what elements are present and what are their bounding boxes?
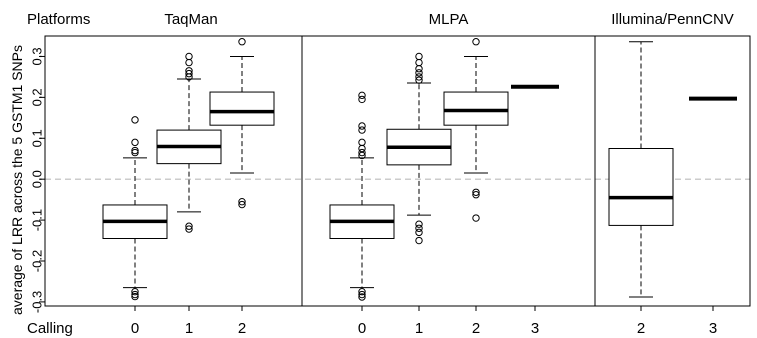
outlier-point — [185, 52, 193, 61]
outlier-point — [415, 58, 423, 67]
outlier-point — [358, 91, 366, 100]
outlier-point — [131, 292, 139, 301]
calling-tick-label: 1 — [185, 320, 193, 337]
outlier-point — [358, 151, 366, 160]
panel-title: MLPA — [429, 11, 469, 28]
outlier-point — [415, 73, 423, 81]
y-tick-label: -0.3 — [29, 291, 44, 313]
y-tick-label: -0.2 — [29, 250, 44, 272]
outlier-point — [415, 220, 423, 228]
y-tick-label: 0.2 — [29, 88, 44, 106]
iqr-box — [608, 148, 674, 226]
outlier-point — [472, 214, 480, 222]
outlier-point — [185, 69, 193, 78]
outlier-point — [238, 197, 246, 206]
y-tick-label: -0.1 — [29, 209, 44, 231]
outlier-point — [185, 58, 193, 67]
outlier-point — [358, 287, 366, 296]
outlier-point — [131, 290, 139, 299]
outlier-point — [415, 65, 423, 73]
outlier-point — [415, 52, 423, 61]
y-axis-label: average of LRR across the 5 GSTM1 SNPs — [9, 45, 25, 315]
outlier-point — [358, 122, 366, 130]
outlier-point — [185, 222, 193, 230]
y-tick-label: 0.3 — [29, 47, 44, 65]
outlier-point — [185, 225, 193, 233]
calling-tick-label: 3 — [531, 320, 539, 337]
outlier-point — [358, 293, 366, 301]
calling-tick-label: 2 — [472, 320, 480, 337]
outlier-point — [358, 148, 366, 157]
outlier-point — [238, 200, 246, 209]
outlier-point — [238, 38, 246, 46]
outlier-point — [415, 228, 423, 237]
plot-frame — [44, 35, 751, 307]
calling-tick-label: 0 — [131, 320, 139, 337]
outlier-point — [131, 116, 139, 124]
platforms-label: Platforms — [27, 11, 90, 28]
outlier-point — [415, 236, 423, 245]
panel-title: TaqMan — [164, 11, 217, 28]
outlier-point — [415, 224, 423, 232]
outlier-point — [472, 188, 480, 196]
calling-tick-label: 2 — [637, 320, 645, 337]
calling-label: Calling — [27, 320, 73, 337]
y-tick-label: 0.1 — [29, 129, 44, 147]
calling-tick-label: 1 — [415, 320, 423, 337]
calling-tick-label: 3 — [709, 320, 717, 337]
outlier-point — [358, 95, 366, 104]
outlier-point — [415, 69, 423, 77]
outlier-point — [131, 138, 139, 147]
calling-tick-label: 0 — [358, 320, 366, 337]
calling-tick-label: 2 — [238, 320, 246, 337]
outlier-point — [472, 191, 480, 199]
outlier-point — [472, 38, 480, 46]
outlier-point — [131, 287, 139, 296]
outlier-point — [185, 73, 193, 81]
outlier-point — [131, 148, 139, 157]
outlier-point — [358, 144, 366, 153]
outlier-point — [358, 138, 366, 147]
outlier-point — [415, 76, 423, 84]
outlier-point — [131, 146, 139, 155]
plot-area: -0.3 -0.2 -0.1 0.0 0.1 0.2 0.3 TaqMan 0 1 2 MLPA 0 1 2… — [29, 11, 751, 337]
iqr-box — [443, 91, 509, 126]
iqr-box — [209, 91, 275, 126]
outlier-point — [358, 126, 366, 134]
outlier-point — [358, 290, 366, 299]
panel-title: Illumina/PennCNV — [611, 11, 734, 28]
y-tick-label: 0.0 — [29, 170, 44, 188]
